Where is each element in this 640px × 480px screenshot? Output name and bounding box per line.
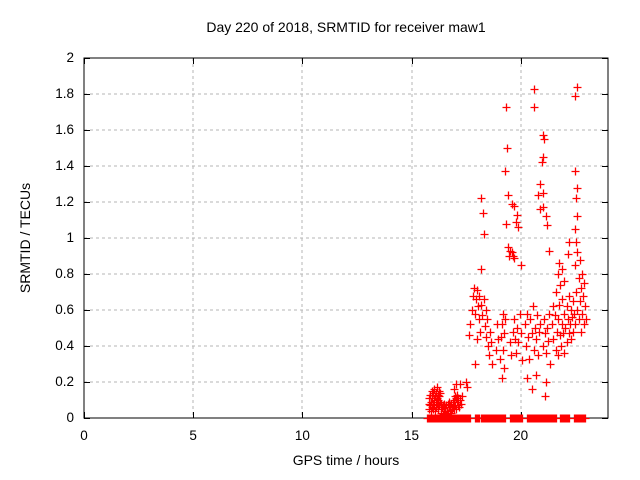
x-tick-label: 20	[513, 428, 529, 443]
scatter-points	[423, 83, 591, 423]
x-tick-label: 10	[294, 428, 310, 443]
chart-title: Day 220 of 2018, SRMTID for receiver maw…	[206, 19, 486, 35]
x-tick-label: 15	[403, 428, 420, 443]
y-tick-label: 1.4	[55, 158, 74, 173]
y-tick-label: 0.2	[55, 374, 74, 389]
x-tick-label: 5	[189, 428, 197, 443]
y-tick-label: 0.4	[55, 338, 74, 353]
y-tick-label: 2	[66, 50, 74, 65]
axis-tick-marks	[84, 58, 608, 419]
y-tick-label: 1.6	[55, 122, 74, 137]
x-axis-title: GPS time / hours	[292, 452, 400, 468]
y-tick-label: 1.2	[55, 194, 74, 209]
y-tick-label: 0.6	[55, 302, 74, 317]
y-tick-label: 1	[66, 230, 74, 245]
y-tick-label: 0.8	[55, 266, 74, 281]
y-tick-label: 0	[66, 410, 74, 425]
y-tick-label: 1.8	[55, 86, 74, 101]
x-tick-label: 0	[80, 428, 88, 443]
